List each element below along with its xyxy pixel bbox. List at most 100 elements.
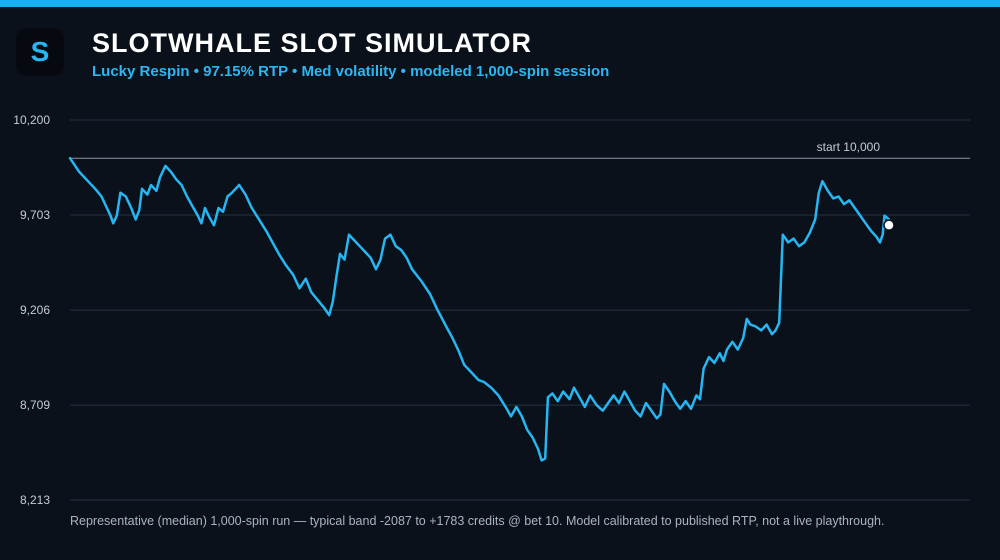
data-point [384,237,386,240]
series-layer [68,156,895,462]
data-point [639,415,642,418]
data-point [483,381,485,383]
data-point [353,239,356,242]
data-point [573,386,575,389]
y-tick-label: 8,709 [20,398,50,412]
data-point [578,396,581,399]
data-point [180,184,183,186]
reference-start-line: start 10,000 [70,140,970,159]
data-point [695,394,698,397]
data-point [470,371,473,374]
data-point [436,308,439,311]
data-point [405,256,408,259]
data-point [451,337,454,339]
data-point [821,180,824,183]
data-point [798,245,800,248]
data-point [722,360,725,362]
data-point [589,394,592,397]
data-point [504,405,507,408]
data-point [100,195,103,198]
data-point [298,287,301,290]
data-point [477,379,480,381]
data-point [457,350,460,353]
data-point [328,314,331,316]
data-point [859,214,862,217]
data-point [200,222,203,225]
data-point [339,252,341,255]
reference-line-label: start 10,000 [817,140,881,154]
data-point [226,195,229,198]
data-point [119,191,122,194]
data-point [634,409,637,412]
data-point [645,402,647,404]
data-point [109,214,112,217]
data-point [258,218,260,221]
data-point [659,413,662,416]
footnote: Representative (median) 1,000-spin run —… [70,514,885,528]
data-point [369,256,372,259]
data-point [134,218,137,221]
data-point [159,176,161,179]
data-point [832,197,835,200]
data-point [420,279,422,282]
data-point [331,300,334,303]
data-point [510,415,512,418]
data-point [673,400,676,403]
data-point [277,252,280,255]
data-point [78,170,80,173]
data-point [411,268,413,271]
y-tick-label: 8,213 [20,493,50,507]
data-point [684,400,687,403]
data-point [726,348,728,351]
app-logo: S [16,28,64,76]
data-point [250,207,253,209]
data-point [379,258,382,261]
data-point [531,436,534,439]
accent-top-bar [0,0,1000,7]
data-point [213,224,215,227]
logo-letter: S [30,36,50,67]
data-point [208,216,211,219]
data-point [537,448,539,450]
data-point [244,193,247,196]
data-point [803,241,806,244]
data-point [551,392,554,395]
data-point [141,187,143,190]
data-point [607,402,610,404]
data-point [612,394,615,397]
data-point [217,207,220,209]
page-title: SLOTWHALE SLOT SIMULATOR [92,28,532,58]
data-point [155,189,158,192]
data-point [191,205,194,207]
data-point [265,230,268,232]
data-point [668,390,671,393]
data-point [322,306,325,309]
data-point [601,409,604,412]
data-point [497,394,500,397]
data-point [238,184,241,186]
data-point [760,329,763,332]
data-point [138,208,141,211]
data-point [781,233,784,236]
y-tick-label: 10,200 [13,113,50,127]
data-point [556,400,559,403]
data-point [115,214,118,217]
data-point [745,317,748,320]
data-point [618,402,620,404]
data-point [817,191,820,194]
data-point [628,400,631,403]
data-point [150,184,152,186]
data-point [771,333,773,336]
data-point [540,459,543,462]
data-point [175,178,178,181]
data-point [112,222,115,225]
data-point [375,268,377,271]
data-point [583,405,586,408]
data-point [875,235,878,238]
data-point [792,237,795,240]
data-point [718,352,721,355]
data-point [699,398,701,401]
data-point [285,264,287,267]
data-point [304,277,307,280]
